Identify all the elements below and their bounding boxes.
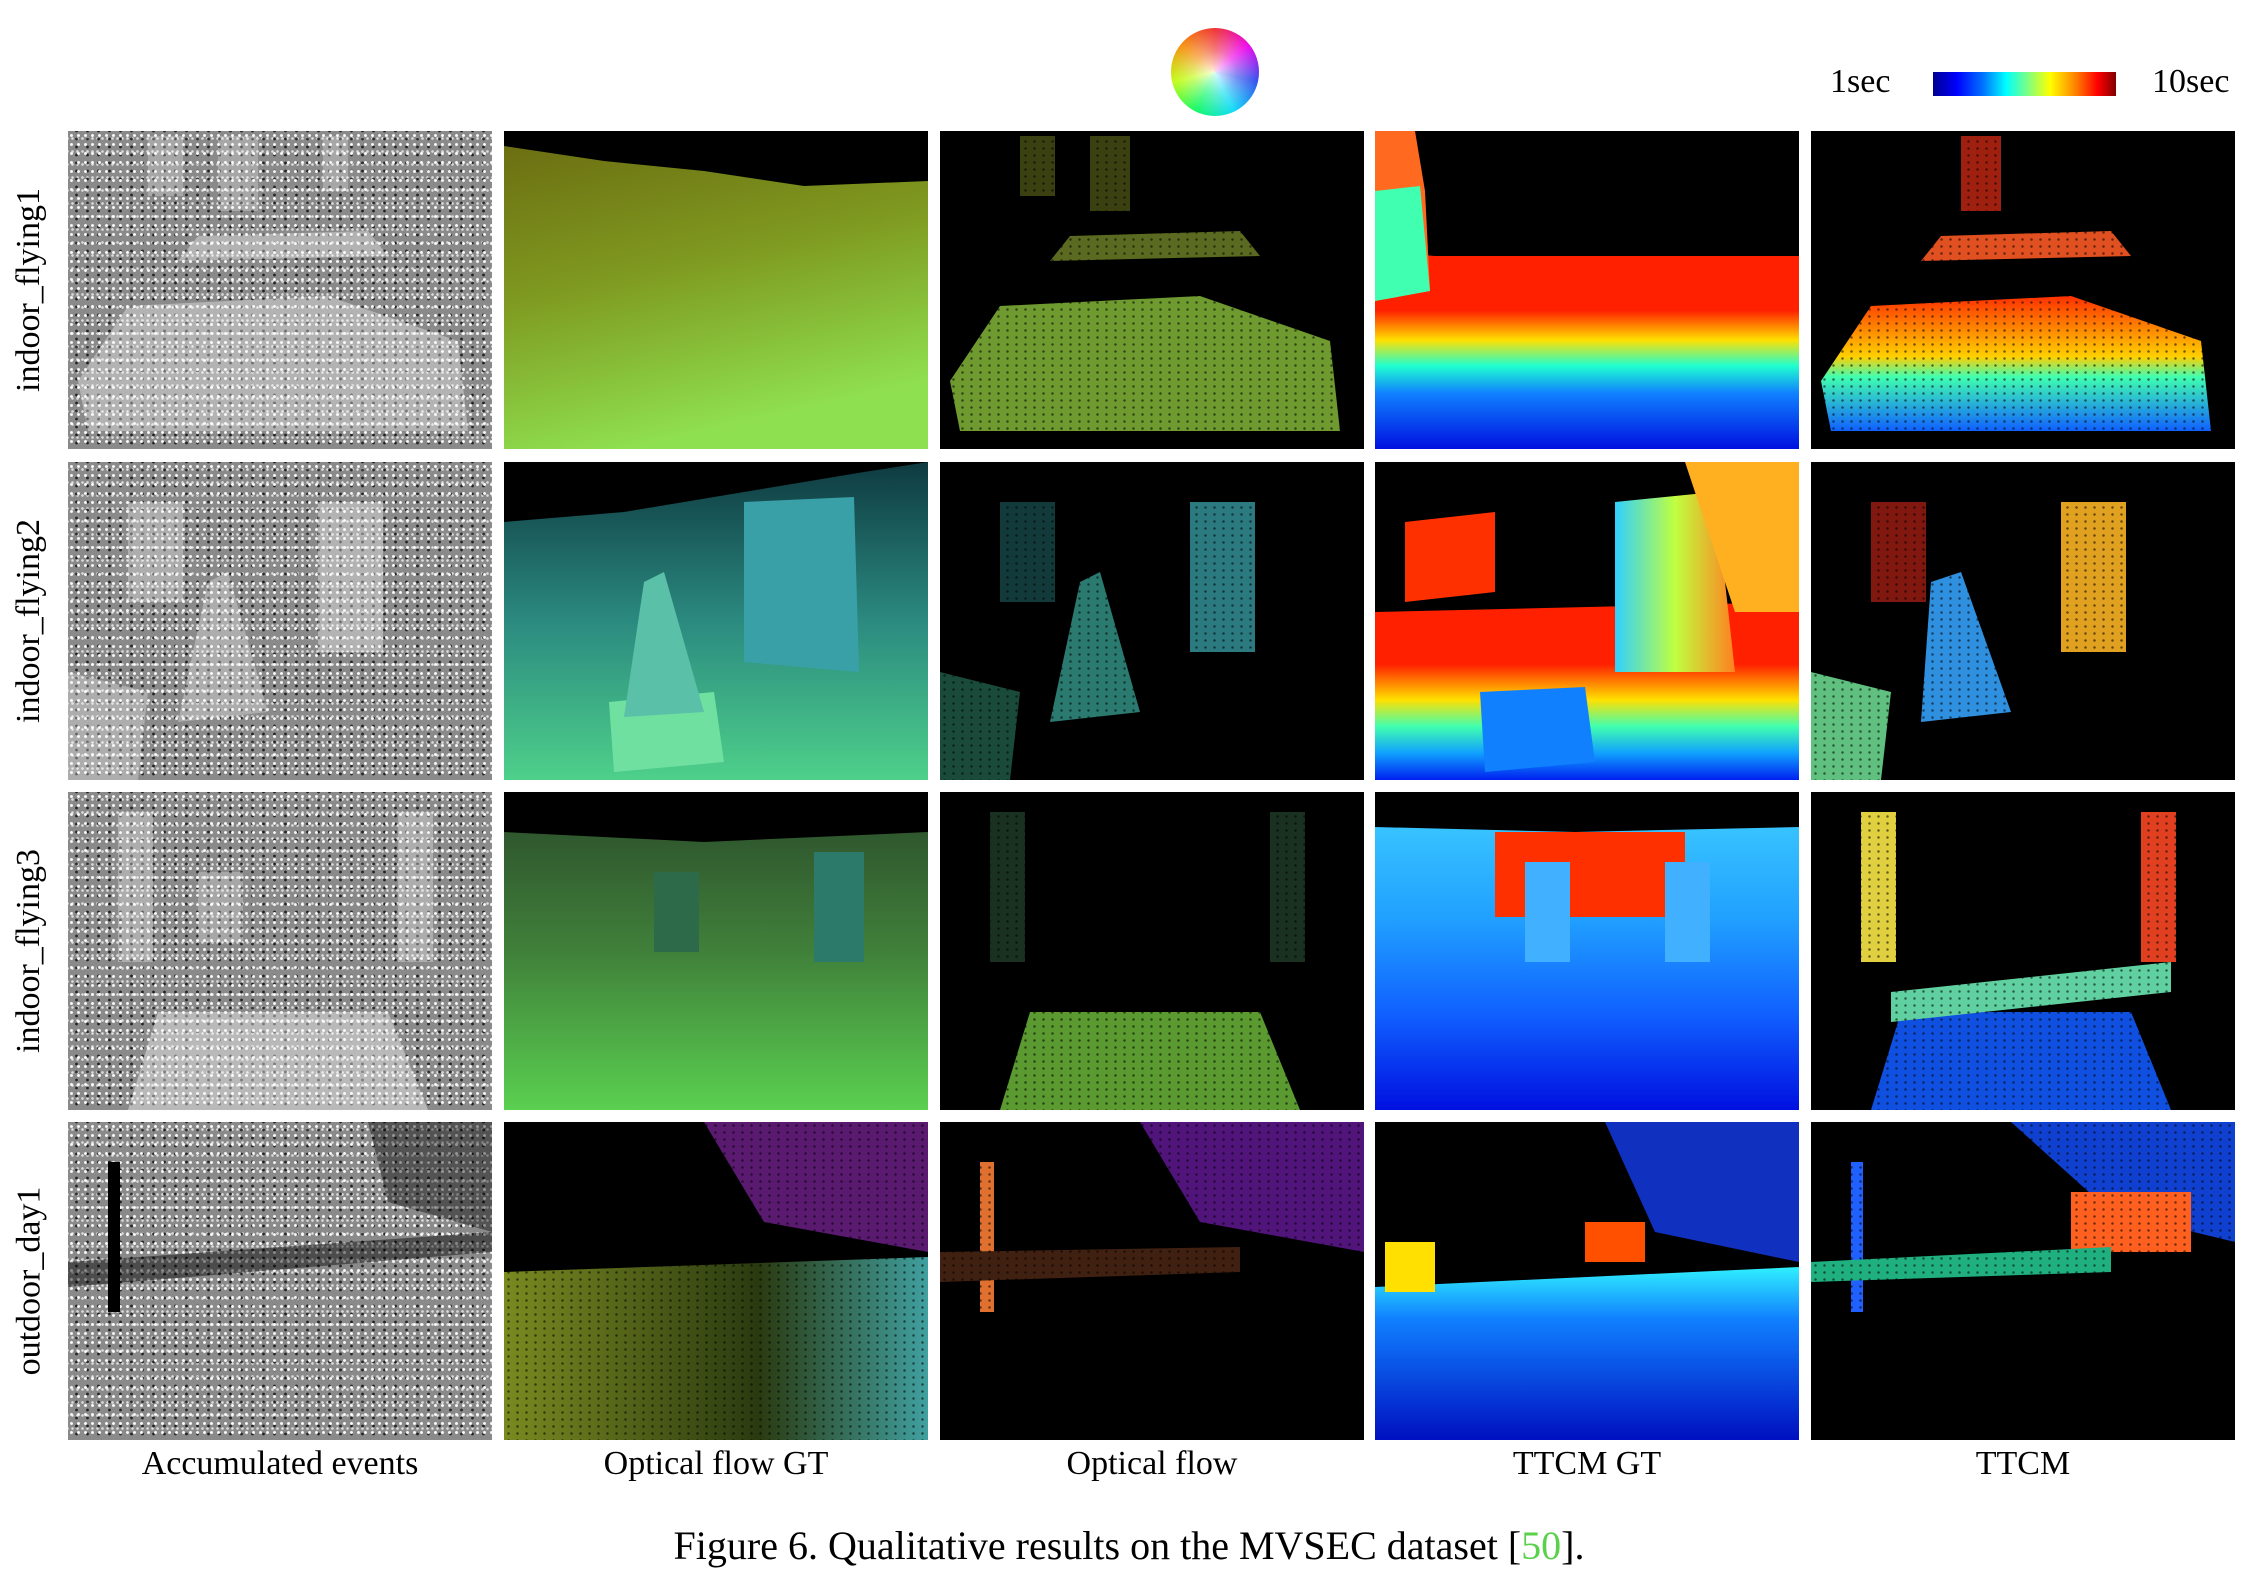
column-label-optical-flow: Optical flow — [1066, 1445, 1238, 1482]
ttc-colorbar — [1933, 72, 2116, 96]
panel-indoor-flying2-ttcm — [1811, 462, 2235, 780]
panel-indoor-flying2-optical-flow-gt — [504, 462, 928, 780]
panel-indoor-flying1-ttcm-gt — [1375, 131, 1799, 449]
panel-outdoor-day1-optical-flow — [940, 1122, 1364, 1440]
figure-caption: Figure 6. Qualitative results on the MVS… — [673, 1523, 1585, 1568]
panel-indoor-flying3-optical-flow — [940, 792, 1364, 1110]
colorbar-min-label: 1sec — [1830, 63, 1891, 100]
panel-indoor-flying2-ttcm-gt — [1375, 462, 1799, 780]
row-label-indoor-flying1: indoor_flying1 — [10, 188, 48, 392]
panel-indoor-flying1-accumulated-events — [68, 131, 492, 449]
colorbar-max-label: 10sec — [2152, 63, 2230, 100]
panel-indoor-flying1-optical-flow-gt — [504, 131, 928, 449]
panel-outdoor-day1-ttcm — [1811, 1122, 2235, 1440]
panel-indoor-flying2-accumulated-events — [68, 462, 492, 780]
panel-indoor-flying3-accumulated-events — [68, 792, 492, 1110]
panel-outdoor-day1-optical-flow-gt — [504, 1122, 928, 1440]
column-label-accumulated-events: Accumulated events — [141, 1445, 419, 1482]
column-label-ttcm-gt: TTCM GT — [1512, 1445, 1662, 1482]
citation-link[interactable]: 50 — [1521, 1523, 1562, 1568]
panel-outdoor-day1-ttcm-gt — [1375, 1122, 1799, 1440]
panel-indoor-flying1-optical-flow — [940, 131, 1364, 449]
panel-outdoor-day1-accumulated-events — [68, 1122, 492, 1440]
column-label-ttcm: TTCM — [1975, 1445, 2071, 1482]
optical-flow-color-wheel-icon — [1171, 28, 1259, 116]
row-label-indoor-flying2: indoor_flying2 — [10, 519, 48, 723]
row-label-outdoor-day1: outdoor_day1 — [10, 1186, 48, 1376]
panel-indoor-flying3-optical-flow-gt — [504, 792, 928, 1110]
row-label-indoor-flying3: indoor_flying3 — [10, 849, 48, 1053]
panel-indoor-flying1-ttcm — [1811, 131, 2235, 449]
panel-indoor-flying3-ttcm — [1811, 792, 2235, 1110]
panel-indoor-flying2-optical-flow — [940, 462, 1364, 780]
column-label-optical-flow-gt: Optical flow GT — [603, 1445, 829, 1482]
panel-indoor-flying3-ttcm-gt — [1375, 792, 1799, 1110]
